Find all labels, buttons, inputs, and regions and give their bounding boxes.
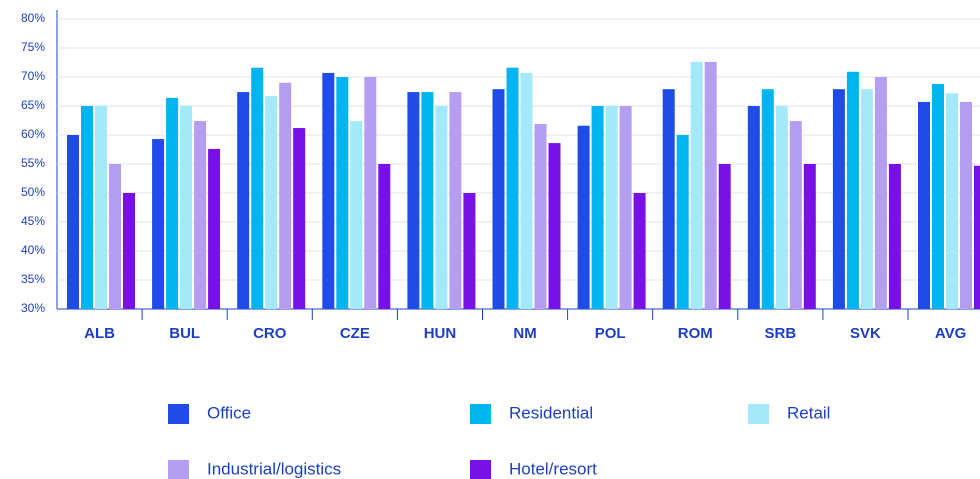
bar: [152, 139, 165, 309]
bar: [350, 121, 363, 309]
x-tick-label: SRB: [765, 325, 797, 342]
x-tick-label: CZE: [340, 325, 370, 342]
bar: [690, 61, 703, 309]
legend-swatch: [470, 460, 491, 479]
bar: [109, 164, 121, 309]
bar: [435, 106, 448, 309]
bar: [676, 135, 689, 309]
x-tick-label: HUN: [424, 325, 457, 342]
bar: [960, 101, 972, 309]
legend-label: Industrial/logistics: [207, 459, 341, 478]
bar: [918, 101, 930, 309]
bar: [449, 92, 462, 309]
bar: [378, 164, 391, 309]
bar: [237, 92, 250, 309]
bar: [534, 123, 547, 309]
bar: [166, 97, 179, 309]
bar: [194, 121, 207, 309]
y-tick-label: 35%: [21, 272, 45, 286]
bar: [718, 164, 731, 309]
bar: [265, 96, 278, 309]
x-tick-label: AVG: [935, 325, 966, 342]
bar: [95, 106, 107, 309]
bar: [336, 77, 349, 309]
legend-label: Residential: [509, 403, 593, 422]
bar: [803, 164, 816, 309]
bar: [364, 77, 377, 309]
bar: [421, 92, 434, 309]
legend-label: Hotel/resort: [509, 459, 597, 478]
legend-swatch: [168, 404, 189, 424]
y-tick-label: 60%: [21, 127, 45, 141]
y-tick-label: 70%: [21, 69, 45, 83]
bar: [747, 106, 760, 309]
bar: [974, 165, 980, 309]
bar: [407, 92, 420, 309]
x-tick-label: CRO: [253, 325, 287, 342]
bar: [322, 72, 335, 309]
bar: [506, 67, 519, 309]
legend-swatch: [168, 460, 189, 479]
x-tick-label: SVK: [850, 325, 881, 342]
bar: [888, 164, 901, 309]
bar: [932, 83, 944, 310]
bar: [761, 89, 774, 310]
legend-label: Retail: [787, 403, 830, 422]
x-tick-label: POL: [595, 325, 626, 342]
bar: [279, 82, 292, 309]
bar: [293, 128, 306, 309]
y-tick-label: 55%: [21, 156, 45, 170]
y-tick-label: 75%: [21, 40, 45, 54]
bar: [832, 89, 845, 310]
bar: [874, 77, 887, 309]
bar: [662, 89, 675, 310]
bar: [704, 61, 717, 309]
bar: [946, 93, 958, 310]
bar: [860, 89, 873, 310]
y-tick-label: 45%: [21, 214, 45, 228]
bar: [577, 125, 590, 309]
bar: [67, 135, 79, 309]
legend-swatch: [748, 404, 769, 424]
legend-swatch: [470, 404, 491, 424]
legend-label: Office: [207, 403, 251, 422]
x-tick-label: ALB: [84, 325, 115, 342]
x-tick-label: NM: [513, 325, 536, 342]
y-tick-label: 80%: [21, 11, 45, 25]
bar: [846, 71, 859, 309]
bar: [208, 148, 221, 309]
bar: [789, 121, 802, 309]
y-tick-label: 50%: [21, 185, 45, 199]
bar: [180, 106, 193, 309]
bar: [123, 193, 135, 309]
bar: [81, 106, 93, 309]
bar: [633, 193, 646, 309]
bar: [492, 89, 505, 310]
y-tick-label: 30%: [21, 301, 45, 315]
bar: [605, 106, 618, 309]
x-tick-label: BUL: [169, 325, 200, 342]
y-tick-label: 40%: [21, 243, 45, 257]
bar: [520, 72, 533, 309]
bar: [619, 106, 632, 309]
bar: [591, 106, 604, 309]
bar: [463, 193, 476, 309]
y-tick-label: 65%: [21, 98, 45, 112]
x-tick-label: ROM: [678, 325, 713, 342]
bar: [548, 143, 561, 309]
bar: [251, 67, 264, 309]
bar: [775, 106, 788, 309]
